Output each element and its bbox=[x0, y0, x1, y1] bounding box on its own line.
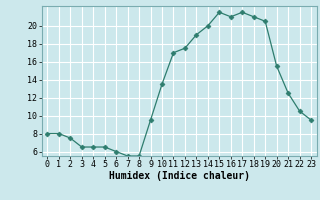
X-axis label: Humidex (Indice chaleur): Humidex (Indice chaleur) bbox=[109, 171, 250, 181]
